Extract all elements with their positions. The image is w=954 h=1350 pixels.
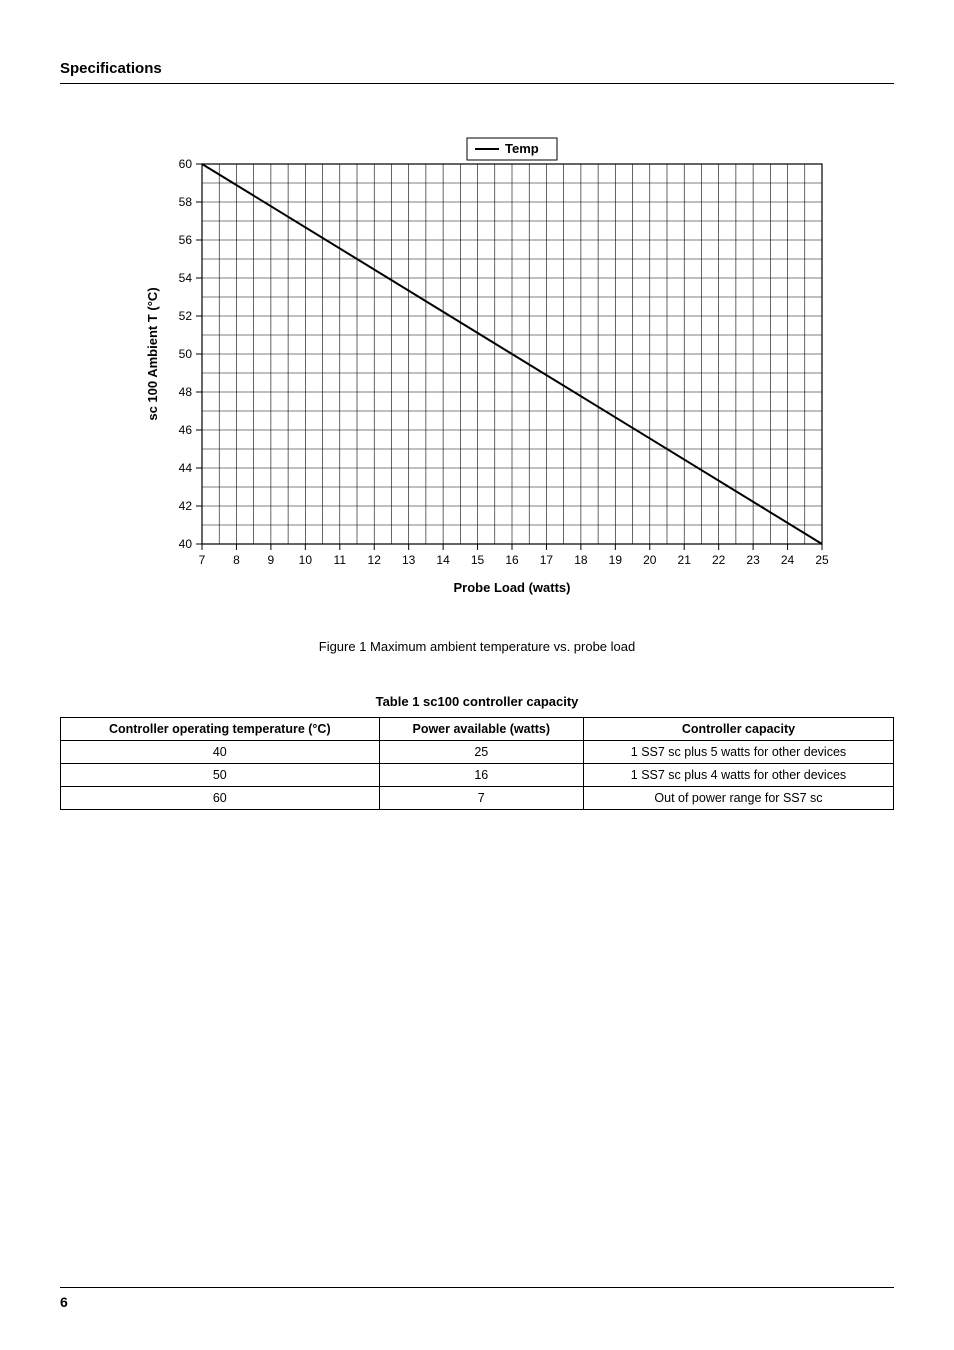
svg-text:60: 60 — [179, 157, 193, 171]
svg-text:7: 7 — [199, 553, 206, 567]
svg-text:25: 25 — [815, 553, 829, 567]
chart-container: 7891011121314151617181920212223242540424… — [132, 134, 822, 609]
svg-text:56: 56 — [179, 233, 193, 247]
cell: Out of power range for SS7 sc — [583, 787, 893, 810]
cell: 1 SS7 sc plus 4 watts for other devices — [583, 764, 893, 787]
svg-text:15: 15 — [471, 553, 485, 567]
table-row: 50 16 1 SS7 sc plus 4 watts for other de… — [61, 764, 894, 787]
svg-text:44: 44 — [179, 461, 193, 475]
svg-text:20: 20 — [643, 553, 657, 567]
svg-text:13: 13 — [402, 553, 416, 567]
svg-text:Temp: Temp — [505, 141, 539, 156]
svg-text:14: 14 — [436, 553, 450, 567]
svg-text:22: 22 — [712, 553, 726, 567]
svg-text:40: 40 — [179, 537, 193, 551]
svg-text:17: 17 — [540, 553, 554, 567]
svg-text:12: 12 — [368, 553, 382, 567]
page: Specifications 7 8 9 10 11 12 13 14 15 16 17 18 19 20… — [0, 0, 954, 1350]
figure-caption: Figure 1 Maximum ambient temperature vs.… — [60, 639, 894, 654]
table-title: Table 1 sc100 controller capacity — [60, 694, 894, 709]
svg-text:42: 42 — [179, 499, 193, 513]
svg-text:54: 54 — [179, 271, 193, 285]
cell: 25 — [379, 741, 583, 764]
section-title: Specifications — [60, 60, 894, 84]
column-header: Controller operating temperature (°C) — [61, 718, 380, 741]
cell: 40 — [61, 741, 380, 764]
svg-text:46: 46 — [179, 423, 193, 437]
svg-text:23: 23 — [746, 553, 760, 567]
temp-vs-load-chart: 7 8 9 10 11 12 13 14 15 16 17 18 19 20 21 22 23 24 25 40 42 4… — [132, 134, 832, 604]
svg-text:Probe Load (watts): Probe Load (watts) — [453, 580, 570, 595]
table-header-row: Controller operating temperature (°C) Po… — [61, 718, 894, 741]
svg-text:58: 58 — [179, 195, 193, 209]
cell: 16 — [379, 764, 583, 787]
page-footer: 6 — [60, 1287, 894, 1310]
column-header: Controller capacity — [583, 718, 893, 741]
svg-text:19: 19 — [609, 553, 623, 567]
svg-text:8: 8 — [233, 553, 240, 567]
table-row: 60 7 Out of power range for SS7 sc — [61, 787, 894, 810]
column-header: Power available (watts) — [379, 718, 583, 741]
svg-text:48: 48 — [179, 385, 193, 399]
svg-text:24: 24 — [781, 553, 795, 567]
page-number: 6 — [60, 1294, 68, 1310]
svg-text:sc 100 Ambient T (°C): sc 100 Ambient T (°C) — [145, 287, 160, 420]
svg-text:50: 50 — [179, 347, 193, 361]
svg-text:11: 11 — [334, 553, 347, 567]
table-row: 40 25 1 SS7 sc plus 5 watts for other de… — [61, 741, 894, 764]
cell: 50 — [61, 764, 380, 787]
svg-text:21: 21 — [678, 553, 692, 567]
svg-text:18: 18 — [574, 553, 588, 567]
cell: 1 SS7 sc plus 5 watts for other devices — [583, 741, 893, 764]
svg-text:10: 10 — [299, 553, 313, 567]
capacity-table: Controller operating temperature (°C) Po… — [60, 717, 894, 810]
svg-text:9: 9 — [268, 553, 275, 567]
cell: 7 — [379, 787, 583, 810]
svg-text:52: 52 — [179, 309, 193, 323]
cell: 60 — [61, 787, 380, 810]
svg-text:16: 16 — [505, 553, 519, 567]
